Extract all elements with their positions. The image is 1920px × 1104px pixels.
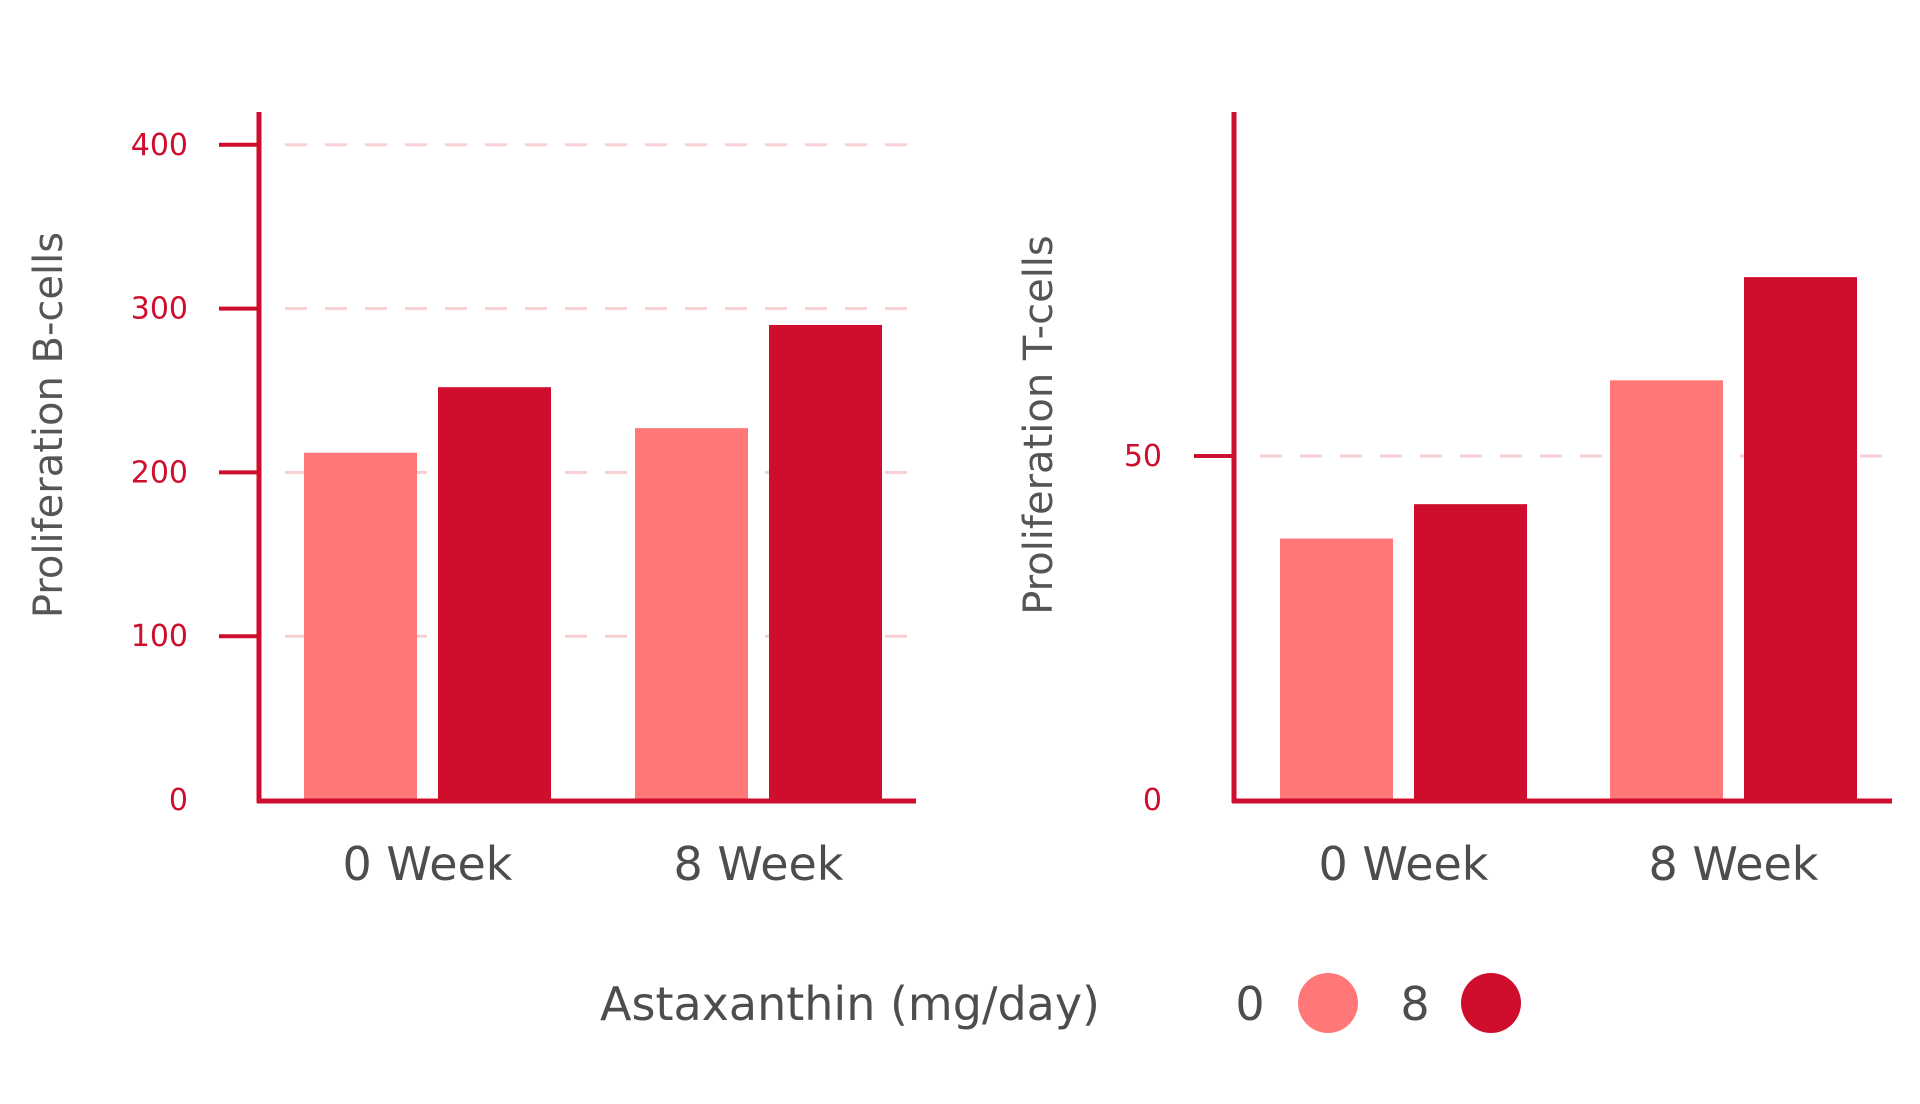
category-label-0: 0 Week (1319, 837, 1489, 891)
category-label-1: 8 Week (1649, 837, 1819, 891)
bar-0-0 (1280, 538, 1393, 800)
bar-1-0 (635, 428, 748, 800)
y-tick-label-3: 300 (131, 292, 188, 327)
y-tick-label-4: 400 (131, 128, 188, 163)
bar-1-1 (769, 324, 882, 800)
bar-0-1 (438, 387, 551, 800)
bar-1-1 (1744, 277, 1857, 800)
y-axis-label: Proliferation B-cells (26, 232, 72, 618)
legend-swatch-0 (1298, 973, 1358, 1033)
bar-0-0 (304, 452, 417, 800)
y-tick-label-0: 0 (1143, 783, 1162, 818)
legend-label-1: 8 (1400, 977, 1429, 1031)
y-tick-label-1: 50 (1124, 439, 1162, 474)
bar-1-0 (1610, 380, 1723, 800)
bcell-chart-panel: 0 Week 8 Week 0 100 200 300 400 Proliferation B… (26, 112, 916, 891)
legend: Astaxanthin (mg/day) 0 8 (600, 973, 1521, 1033)
y-tick-label-0: 0 (169, 783, 188, 818)
category-label-0: 0 Week (343, 837, 513, 891)
legend-label-0: 0 (1235, 977, 1264, 1031)
legend-title: Astaxanthin (mg/day) (600, 977, 1100, 1031)
bar-0-1 (1414, 504, 1527, 800)
y-tick-label-2: 200 (131, 455, 188, 490)
y-tick-label-1: 100 (131, 619, 188, 654)
tcell-chart-panel: 0 Week 8 Week 0 50 Proliferation T-cells (1016, 112, 1892, 891)
category-label-1: 8 Week (674, 837, 844, 891)
legend-swatch-1 (1461, 973, 1521, 1033)
y-axis-label: Proliferation T-cells (1016, 235, 1062, 615)
